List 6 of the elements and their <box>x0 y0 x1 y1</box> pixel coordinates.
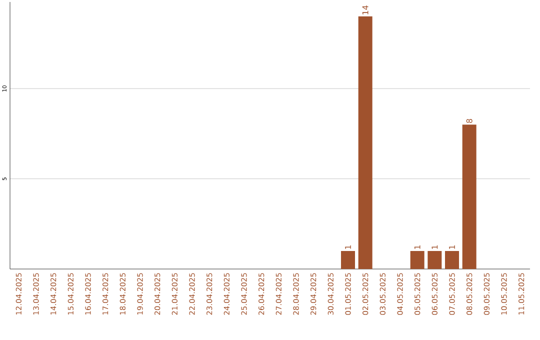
bar <box>358 16 372 269</box>
bar <box>462 124 476 269</box>
bar <box>445 250 460 269</box>
bar <box>410 250 424 269</box>
bar <box>341 250 356 269</box>
bar <box>428 250 442 269</box>
